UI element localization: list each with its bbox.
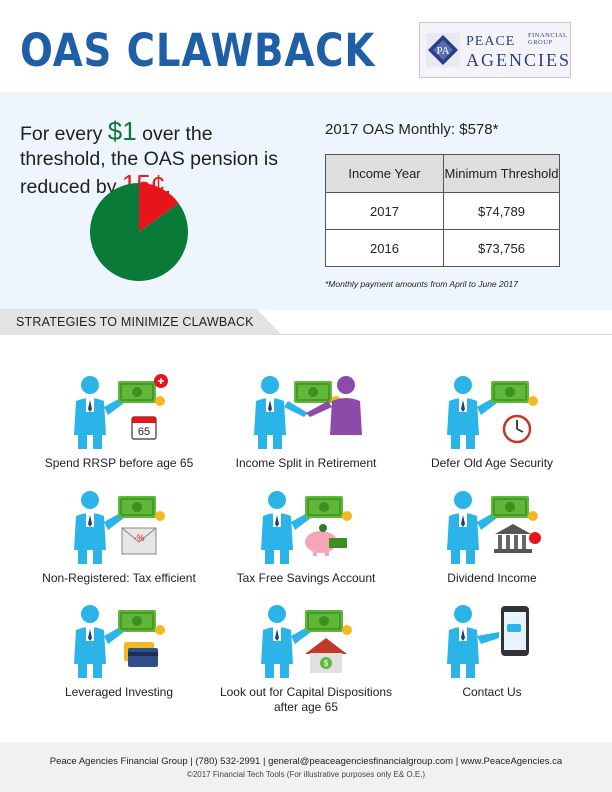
svg-text:$: $ bbox=[324, 659, 329, 668]
envelope-percent-icon: -% bbox=[74, 491, 165, 564]
strategy-leveraged[interactable]: Leveraged Investing bbox=[24, 602, 214, 700]
svg-text:✚: ✚ bbox=[158, 377, 165, 386]
strategy-label: Look out for Capital Dispositions after … bbox=[219, 685, 393, 714]
strategy-defer-oas[interactable]: Defer Old Age Security bbox=[397, 373, 587, 471]
house-icon: $ bbox=[261, 605, 352, 678]
intro-part1: For every bbox=[20, 123, 108, 145]
intro-part2: over the threshold, the OAS pension is r… bbox=[20, 123, 278, 198]
intro-amount: $1 bbox=[107, 116, 137, 146]
strategy-spend-rrsp[interactable]: ✚ 65 Spend RRSP before age 65 bbox=[24, 373, 214, 471]
peace-agencies-logo-icon: PA bbox=[426, 33, 460, 67]
strategy-label: Defer Old Age Security bbox=[430, 456, 554, 470]
table-header-income-year: Income Year bbox=[325, 154, 444, 193]
strategy-capital-dispositions[interactable]: $ Look out for Capital Dispositions afte… bbox=[211, 602, 401, 715]
company-logo[interactable]: PA PEACE FINANCIAL GROUP AGENCIES bbox=[419, 22, 571, 78]
phone-icon bbox=[447, 605, 529, 678]
strategies-heading: STRATEGIES TO MINIMIZE CLAWBACK bbox=[16, 315, 254, 329]
strategy-label: Tax Free Savings Account bbox=[236, 571, 376, 585]
envelope-badge: -% bbox=[134, 533, 145, 543]
strategy-non-registered[interactable]: -% Non-Registered: Tax efficient bbox=[24, 488, 214, 586]
strategy-label: Dividend Income bbox=[447, 571, 537, 585]
strategy-contact-us[interactable]: Contact Us bbox=[397, 602, 587, 700]
strategy-tfsa[interactable]: Tax Free Savings Account bbox=[211, 488, 401, 586]
svg-text:PA: PA bbox=[436, 45, 449, 57]
table-cell-year: 2016 bbox=[325, 229, 444, 267]
credit-card-icon bbox=[74, 605, 165, 678]
income-split-icon bbox=[254, 376, 362, 449]
header: OAS CLAWBACK PA PEACE FINANCIAL GROUP AG… bbox=[0, 0, 612, 92]
footer-contact[interactable]: Peace Agencies Financial Group | (780) 5… bbox=[49, 756, 563, 767]
strategy-income-split[interactable]: Income Split in Retirement bbox=[211, 373, 401, 471]
table-header-minimum-threshold: Minimum Threshold bbox=[443, 154, 560, 193]
intro-part3: . bbox=[165, 176, 171, 198]
strategy-label: Income Split in Retirement bbox=[235, 456, 377, 470]
reduction-pie-chart bbox=[90, 183, 188, 281]
logo-text-peace: PEACE bbox=[466, 34, 516, 49]
table-cell-threshold: $74,789 bbox=[443, 192, 560, 230]
strategy-dividend[interactable]: Dividend Income bbox=[397, 488, 587, 586]
table-header-row: Income Year Minimum Threshold bbox=[325, 154, 560, 193]
clock-icon bbox=[447, 376, 538, 449]
logo-text-financial-group: FINANCIAL GROUP bbox=[528, 32, 568, 46]
strategy-label: Contact Us bbox=[462, 685, 522, 699]
calendar-badge: 65 bbox=[138, 426, 150, 438]
page-title: OAS CLAWBACK bbox=[20, 24, 376, 77]
table-row: 2016 $73,756 bbox=[325, 229, 560, 267]
piggy-bank-icon bbox=[261, 491, 352, 564]
strategy-label: Spend RRSP before age 65 bbox=[44, 456, 194, 470]
table-cell-threshold: $73,756 bbox=[443, 229, 560, 267]
table-row: 2017 $74,789 bbox=[325, 192, 560, 230]
strategies-band bbox=[0, 309, 282, 335]
rrsp-calendar-icon: ✚ 65 bbox=[74, 374, 168, 449]
logo-text-agencies: AGENCIES bbox=[466, 50, 571, 70]
strategy-label: Leveraged Investing bbox=[64, 685, 174, 699]
threshold-table: Income Year Minimum Threshold 2017 $74,7… bbox=[325, 154, 560, 267]
pie-slice bbox=[139, 183, 179, 232]
pie-slice bbox=[90, 183, 188, 281]
table-cell-year: 2017 bbox=[325, 192, 444, 230]
footer bbox=[0, 742, 612, 792]
intro-text: For every $1 over the threshold, the OAS… bbox=[20, 116, 300, 200]
divider bbox=[270, 334, 612, 335]
oas-monthly-amount: 2017 OAS Monthly: $578* bbox=[325, 121, 499, 138]
strategy-label: Non-Registered: Tax efficient bbox=[42, 571, 196, 585]
bank-building-icon bbox=[447, 491, 541, 564]
footnote: *Monthly payment amounts from April to J… bbox=[325, 279, 518, 289]
footer-copyright: ©2017 Financial Tech Tools (For illustra… bbox=[186, 770, 426, 779]
